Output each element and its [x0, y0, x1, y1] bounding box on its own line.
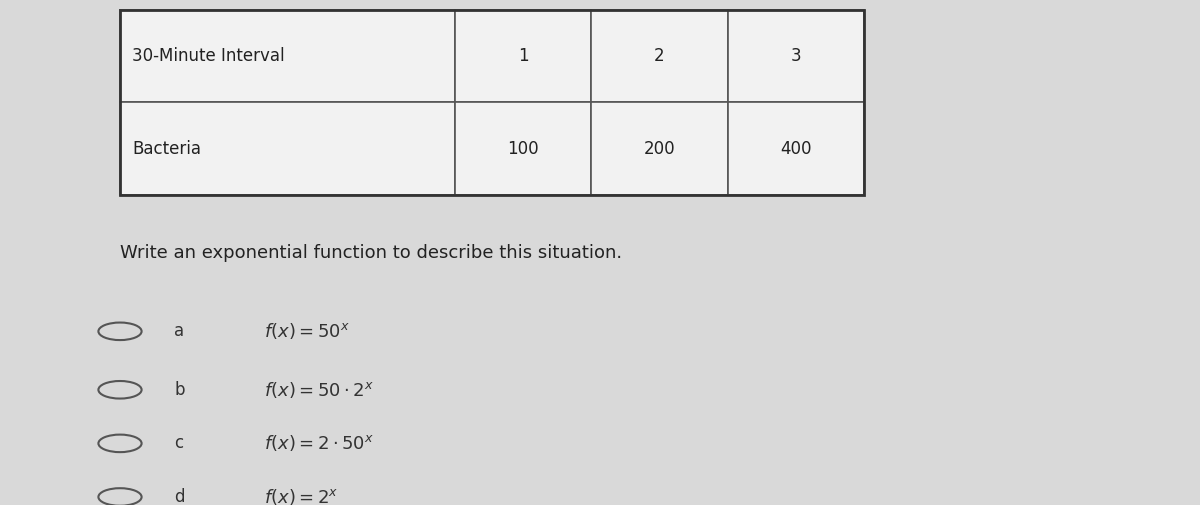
Bar — [727, 10, 864, 103]
Text: 1: 1 — [517, 47, 528, 65]
Text: Write an exponential function to describe this situation.: Write an exponential function to describ… — [120, 243, 622, 262]
Text: 200: 200 — [643, 139, 676, 158]
Text: 400: 400 — [780, 139, 811, 158]
Text: Bacteria: Bacteria — [132, 139, 202, 158]
Bar — [592, 10, 727, 103]
Bar — [120, 10, 455, 103]
Bar — [727, 103, 864, 195]
Text: d: d — [174, 488, 185, 505]
Text: b: b — [174, 381, 185, 399]
Bar — [455, 10, 592, 103]
Text: a: a — [174, 322, 184, 340]
Bar — [455, 103, 592, 195]
Text: 100: 100 — [508, 139, 539, 158]
Text: 30-Minute Interval: 30-Minute Interval — [132, 47, 284, 65]
Text: 3: 3 — [791, 47, 802, 65]
Text: $\mathit{f}(x) = 50^x$: $\mathit{f}(x) = 50^x$ — [264, 321, 349, 341]
Text: $\mathit{f}(x) = 2^x$: $\mathit{f}(x) = 2^x$ — [264, 487, 338, 505]
Text: c: c — [174, 434, 184, 452]
Text: 2: 2 — [654, 47, 665, 65]
Bar — [120, 10, 864, 195]
Text: $\mathit{f}(x) = 2 \cdot 50^x$: $\mathit{f}(x) = 2 \cdot 50^x$ — [264, 433, 374, 453]
Text: $\mathit{f}(x) = 50 \cdot 2^x$: $\mathit{f}(x) = 50 \cdot 2^x$ — [264, 380, 374, 400]
Bar — [120, 103, 455, 195]
Bar — [592, 103, 727, 195]
